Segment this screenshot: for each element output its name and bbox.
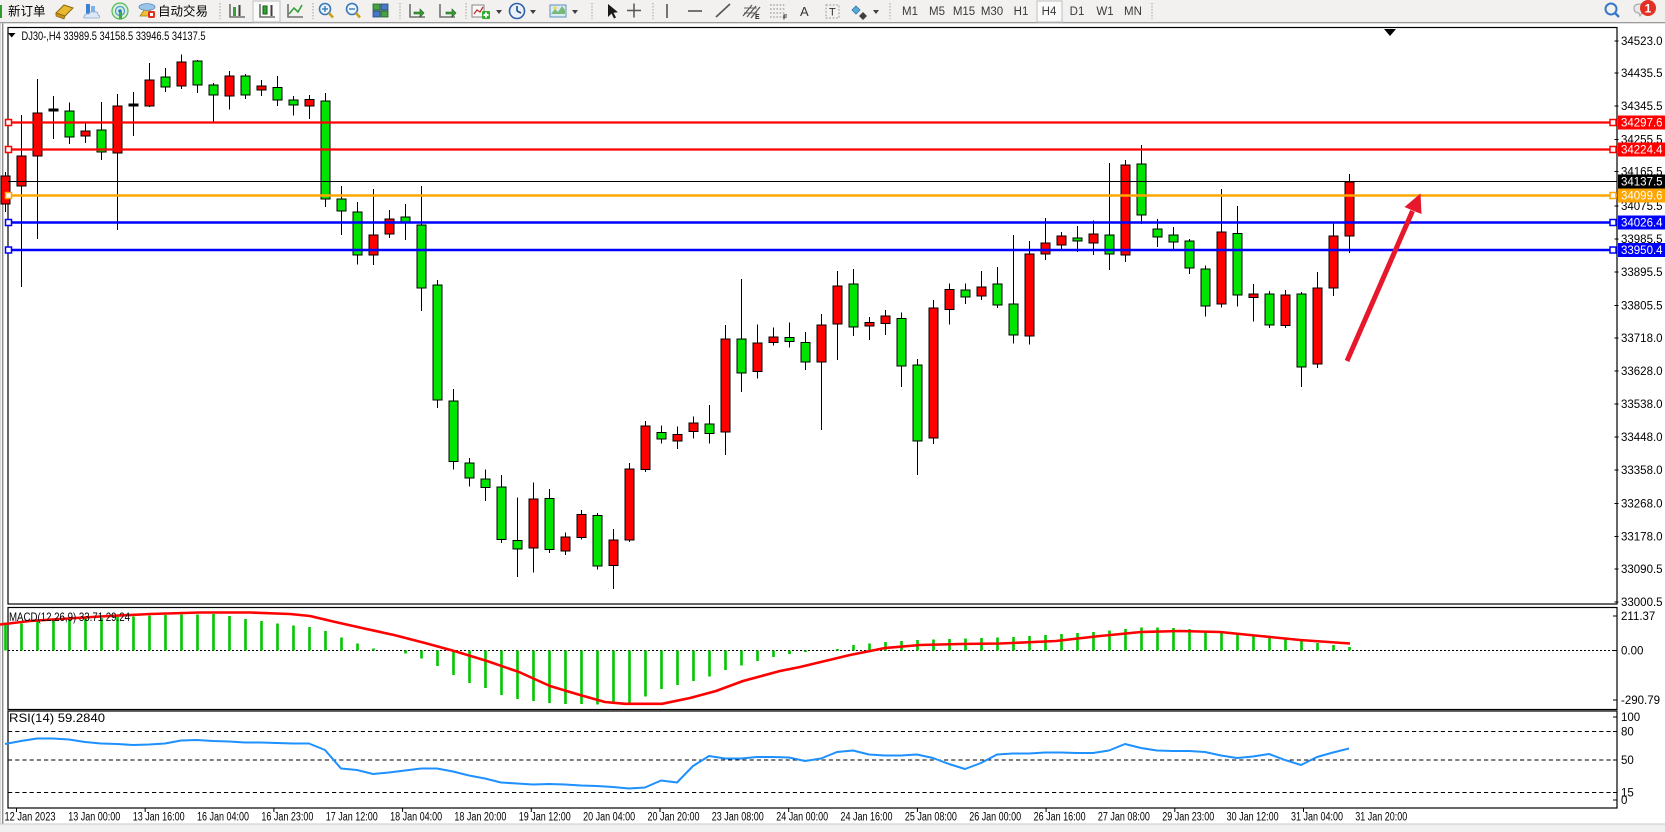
svg-text:20 Jan 04:00: 20 Jan 04:00	[583, 812, 635, 824]
svg-text:H4: H4	[1042, 6, 1057, 18]
svg-text:新订单: 新订单	[8, 4, 46, 19]
svg-text:H1: H1	[1014, 6, 1029, 18]
svg-text:31 Jan 20:00: 31 Jan 20:00	[1355, 812, 1407, 824]
svg-text:33895.5: 33895.5	[1621, 267, 1663, 279]
svg-text:F: F	[783, 15, 788, 22]
svg-text:20 Jan 20:00: 20 Jan 20:00	[648, 812, 700, 824]
svg-text:RSI(14) 59.2840: RSI(14) 59.2840	[9, 711, 105, 725]
svg-text:33718.0: 33718.0	[1621, 333, 1663, 345]
svg-text:17 Jan 12:00: 17 Jan 12:00	[326, 812, 378, 824]
svg-text:33178.0: 33178.0	[1621, 532, 1663, 544]
svg-text:24 Jan 00:00: 24 Jan 00:00	[776, 812, 828, 824]
svg-text:31 Jan 04:00: 31 Jan 04:00	[1291, 812, 1343, 824]
svg-text:100: 100	[1621, 712, 1640, 724]
svg-text:16 Jan 23:00: 16 Jan 23:00	[261, 812, 313, 824]
svg-text:18 Jan 20:00: 18 Jan 20:00	[454, 812, 506, 824]
svg-text:T: T	[829, 7, 836, 19]
svg-text:25 Jan 08:00: 25 Jan 08:00	[905, 812, 957, 824]
svg-text:MN: MN	[1124, 6, 1142, 18]
svg-text:26 Jan 16:00: 26 Jan 16:00	[1034, 812, 1086, 824]
svg-text:33628.0: 33628.0	[1621, 366, 1663, 378]
svg-text:33000.5: 33000.5	[1621, 597, 1663, 609]
svg-text:24 Jan 16:00: 24 Jan 16:00	[841, 812, 893, 824]
svg-text:16 Jan 04:00: 16 Jan 04:00	[197, 812, 249, 824]
svg-text:自动交易: 自动交易	[158, 4, 208, 19]
svg-text:29 Jan 23:00: 29 Jan 23:00	[1162, 812, 1214, 824]
svg-text:1: 1	[1645, 2, 1652, 16]
svg-text:34435.5: 34435.5	[1621, 68, 1663, 80]
svg-text:33268.0: 33268.0	[1621, 499, 1663, 511]
svg-text:80: 80	[1621, 727, 1634, 739]
svg-text:34075.5: 34075.5	[1621, 201, 1663, 213]
svg-text:19 Jan 12:00: 19 Jan 12:00	[519, 812, 571, 824]
svg-text:50: 50	[1621, 755, 1634, 767]
svg-text:MACD(12,26,9) 33.71 29.24: MACD(12,26,9) 33.71 29.24	[9, 610, 130, 624]
svg-text:13 Jan 16:00: 13 Jan 16:00	[133, 812, 185, 824]
svg-text:W1: W1	[1096, 6, 1113, 18]
svg-text:34137.5: 34137.5	[1621, 177, 1663, 189]
svg-text:34099.6: 34099.6	[1621, 191, 1663, 203]
svg-text:M15: M15	[953, 6, 975, 18]
svg-text:M5: M5	[929, 6, 945, 18]
svg-text:27 Jan 08:00: 27 Jan 08:00	[1098, 812, 1150, 824]
svg-text:34345.5: 34345.5	[1621, 101, 1663, 113]
svg-text:-290.79: -290.79	[1621, 695, 1660, 707]
svg-text:DJ30-,H4 33989.5 34158.5 3394: DJ30-,H4 33989.5 34158.5 33946.5 34137.5	[22, 29, 206, 43]
svg-text:13 Jan 00:00: 13 Jan 00:00	[68, 812, 120, 824]
svg-text:M1: M1	[902, 6, 918, 18]
svg-text:34026.4: 34026.4	[1621, 218, 1663, 230]
svg-text:0.00: 0.00	[1621, 646, 1643, 658]
svg-text:18 Jan 04:00: 18 Jan 04:00	[390, 812, 442, 824]
svg-text:33448.0: 33448.0	[1621, 432, 1663, 444]
svg-text:211.37: 211.37	[1621, 611, 1655, 623]
svg-text:12 Jan 2023: 12 Jan 2023	[5, 812, 56, 824]
svg-text:23 Jan 08:00: 23 Jan 08:00	[712, 812, 764, 824]
svg-text:26 Jan 00:00: 26 Jan 00:00	[969, 812, 1021, 824]
svg-text:34297.6: 34297.6	[1621, 118, 1663, 130]
svg-text:34523.0: 34523.0	[1621, 36, 1663, 48]
svg-text:M30: M30	[981, 6, 1003, 18]
svg-text:15: 15	[1621, 788, 1634, 800]
svg-text:0: 0	[1621, 795, 1627, 807]
svg-text:30 Jan 12:00: 30 Jan 12:00	[1227, 812, 1279, 824]
svg-text:A: A	[800, 4, 809, 19]
svg-text:D1: D1	[1070, 6, 1085, 18]
svg-text:33090.5: 33090.5	[1621, 564, 1663, 576]
svg-text:34224.4: 34224.4	[1621, 145, 1663, 157]
svg-text:33538.0: 33538.0	[1621, 399, 1663, 411]
svg-text:33805.5: 33805.5	[1621, 301, 1663, 313]
svg-text:33358.0: 33358.0	[1621, 465, 1663, 477]
svg-text:E: E	[755, 14, 760, 21]
svg-text:33950.4: 33950.4	[1621, 245, 1663, 257]
